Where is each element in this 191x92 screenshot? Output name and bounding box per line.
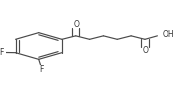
Text: F: F (39, 65, 44, 74)
Text: O: O (142, 46, 148, 55)
Text: F: F (0, 48, 3, 57)
Text: OH: OH (163, 30, 175, 39)
Text: O: O (73, 20, 79, 29)
